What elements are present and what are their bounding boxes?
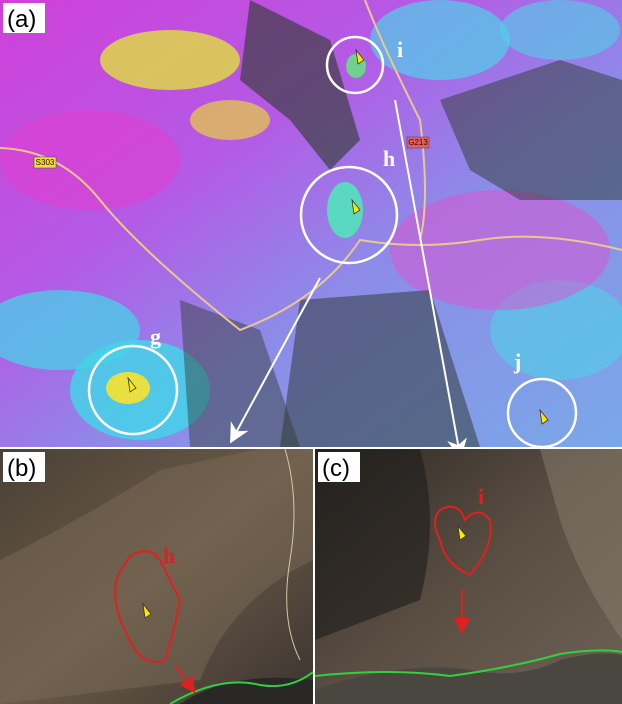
- panel-label: (c): [322, 455, 350, 482]
- label-box: [3, 3, 45, 33]
- site-label: h: [163, 543, 175, 568]
- panel-c: i (c): [315, 449, 622, 704]
- label-box: [318, 452, 360, 482]
- site-label: j: [513, 349, 521, 374]
- site-label: h: [383, 146, 395, 171]
- panel-b: h (b): [0, 449, 313, 704]
- site-label: i: [397, 37, 403, 62]
- site-label: i: [478, 484, 484, 509]
- panel-label: (a): [7, 6, 36, 33]
- panel-a: S303 G213 i h g j (a): [0, 0, 622, 447]
- panel-label: (b): [7, 455, 36, 482]
- label-box: [3, 452, 45, 482]
- road-label: G213: [408, 138, 428, 147]
- road-label: S303: [36, 158, 55, 167]
- site-label: g: [150, 324, 161, 349]
- site-circles: [87, 35, 578, 447]
